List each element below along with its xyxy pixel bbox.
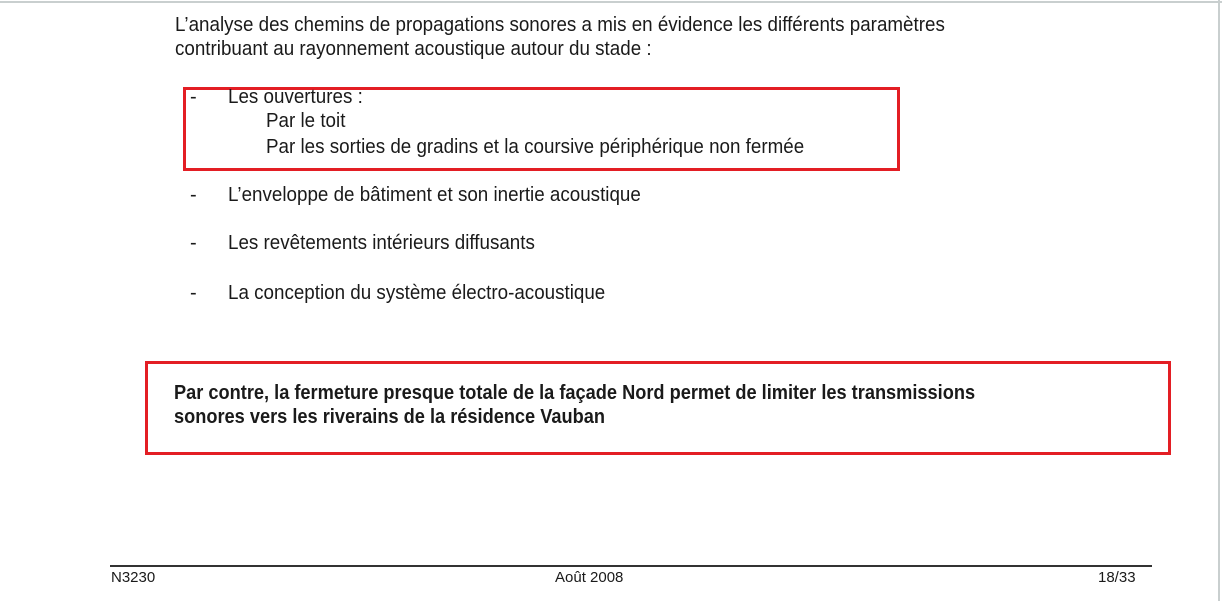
scan-top-edge (0, 1, 1222, 3)
bullet-dash: - (190, 232, 197, 254)
intro-line-1: L’analyse des chemins de propagations so… (175, 14, 945, 36)
bullet-dash: - (190, 282, 197, 304)
list-item-electro-acoustic: La conception du système électro-acousti… (228, 282, 606, 304)
list-item-envelope: L’enveloppe de bâtiment et son inertie a… (228, 184, 641, 206)
list-item-coverings: Les revêtements intérieurs diffusants (228, 232, 535, 254)
conclusion-line-2: sonores vers les riverains de la résiden… (174, 406, 605, 428)
sub-item-roof: Par le toit (266, 110, 346, 132)
conclusion-line-1: Par contre, la fermeture presque totale … (174, 382, 976, 404)
bullet-dash: - (190, 86, 197, 108)
footer-divider (110, 565, 1152, 567)
bullet-dash: - (190, 184, 197, 206)
highlight-box-openings (183, 87, 900, 171)
highlight-box-conclusion (145, 361, 1171, 455)
footer-date: Août 2008 (555, 569, 624, 586)
list-item-openings: Les ouvertures : (228, 86, 363, 108)
intro-line-2: contribuant au rayonnement acoustique au… (175, 38, 652, 60)
footer-reference: N3230 (111, 569, 156, 586)
scan-right-edge (1218, 0, 1220, 601)
footer-page-number: 18/33 (1098, 569, 1136, 586)
sub-item-exits: Par les sorties de gradins et la coursiv… (266, 136, 805, 158)
